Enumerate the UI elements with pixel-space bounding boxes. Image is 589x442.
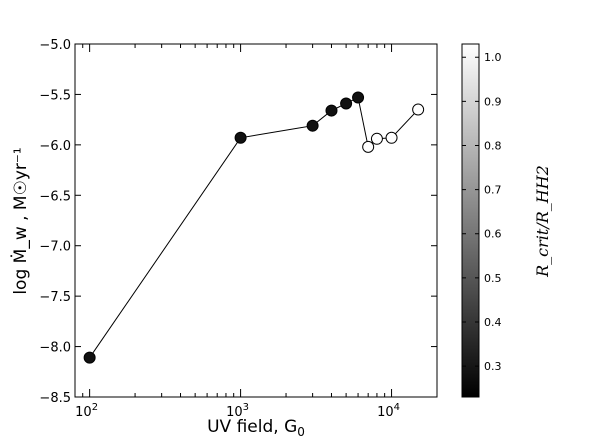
filled-marker [234,131,247,144]
filled-marker [306,119,319,132]
colorbar-tick-label: 1.0 [484,51,502,64]
colorbar-tick-label: 0.9 [484,95,502,108]
x-axis-title: UV field, G0 [207,417,305,439]
colorbar-tick-label: 0.6 [484,228,502,241]
colorbar-tick-label: 0.8 [484,139,502,152]
filled-marker [325,104,338,117]
open-marker [362,140,375,153]
open-marker [385,131,398,144]
y-tick-label: −7.0 [39,240,71,255]
filled-marker [83,351,96,364]
colorbar: 0.3 0.4 0.5 0.6 0.7 0.8 0.9 1.0 R_crit/R_HH2 [461,43,552,398]
plot-area: −5.0 −5.5 −6.0 −6.5 −7.0 −7.5 −8.0 −8.5 102 103 10… [39,38,438,420]
y-tick-label: −5.5 [39,88,71,103]
y-tick-label: −5.0 [39,38,71,53]
x-tick-label: 104 [377,402,400,420]
colorbar-gradient [461,43,480,398]
y-tick-label: −7.5 [39,290,71,305]
y-tick-label: −8.0 [39,341,71,356]
colorbar-tick-label: 0.4 [484,316,502,329]
x-tick-label: 102 [75,402,98,420]
x-tick-label: 103 [226,402,249,420]
colorbar-ticks: 0.3 0.4 0.5 0.6 0.7 0.8 0.9 1.0 [462,51,502,373]
y-tick-label: −6.5 [39,189,71,204]
data-markers [83,91,425,364]
axis-ticks [74,43,438,398]
open-marker [370,132,383,145]
colorbar-title: R_crit/R_HH2 [533,165,552,278]
y-tick-label: −8.5 [39,391,71,406]
series-line [89,96,419,358]
colorbar-tick-label: 0.3 [484,360,502,373]
filled-marker [352,91,365,104]
y-tick-label: −6.0 [39,139,71,154]
open-marker [412,103,425,116]
axis-tick-labels: −5.0 −5.5 −6.0 −6.5 −7.0 −7.5 −8.0 −8.5 102 103 10… [39,38,400,420]
y-axis-title: log Ṁ_w , M☉yr⁻¹ [10,147,31,294]
filled-marker [340,97,353,110]
plot-frame [74,43,438,398]
colorbar-tick-label: 0.7 [484,184,502,197]
colorbar-tick-label: 0.5 [484,272,502,285]
